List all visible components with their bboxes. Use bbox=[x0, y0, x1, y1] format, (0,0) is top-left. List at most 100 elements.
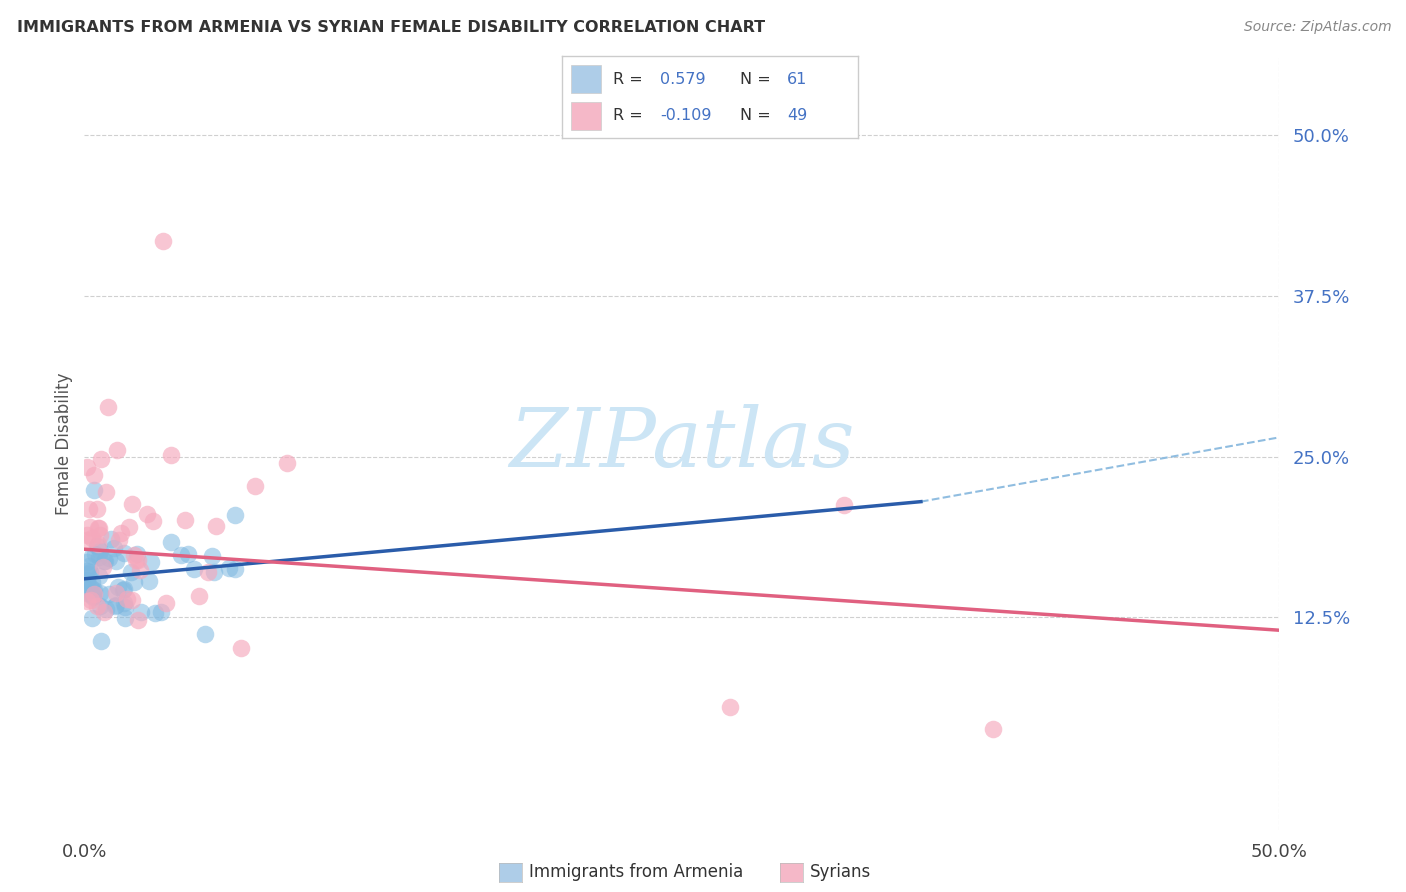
Point bbox=[79, 566, 101, 580]
Point bbox=[89, 549, 111, 564]
Point bbox=[197, 565, 219, 579]
Point bbox=[718, 700, 741, 714]
Point bbox=[135, 507, 157, 521]
FancyBboxPatch shape bbox=[571, 65, 600, 93]
Point bbox=[83, 483, 105, 497]
Point bbox=[104, 554, 127, 568]
Point bbox=[86, 502, 108, 516]
Point bbox=[834, 499, 856, 513]
Point bbox=[120, 565, 142, 579]
Text: Immigrants from Armenia: Immigrants from Armenia bbox=[529, 863, 742, 881]
Point bbox=[122, 574, 145, 589]
Point bbox=[82, 589, 104, 603]
Point bbox=[87, 537, 110, 551]
Point bbox=[201, 549, 224, 564]
Point bbox=[218, 561, 240, 575]
Point bbox=[77, 502, 100, 516]
Point bbox=[89, 585, 111, 599]
Point bbox=[90, 634, 112, 648]
Point bbox=[80, 582, 103, 596]
Point bbox=[194, 626, 217, 640]
Point bbox=[121, 593, 143, 607]
Point bbox=[104, 599, 127, 614]
Point bbox=[76, 555, 98, 569]
Text: R =: R = bbox=[613, 108, 643, 123]
Point bbox=[93, 605, 115, 619]
Point bbox=[112, 596, 135, 610]
Point bbox=[76, 582, 98, 596]
Point bbox=[107, 580, 129, 594]
Point bbox=[224, 562, 246, 576]
Text: ZIPatlas: ZIPatlas bbox=[509, 404, 855, 483]
Point bbox=[155, 596, 177, 610]
Point bbox=[89, 599, 111, 614]
Point bbox=[79, 520, 101, 534]
Point bbox=[129, 563, 152, 577]
Point bbox=[105, 586, 128, 600]
Point bbox=[170, 548, 193, 562]
Point bbox=[176, 547, 198, 561]
Point bbox=[118, 520, 141, 534]
Point bbox=[183, 562, 205, 576]
Text: R =: R = bbox=[613, 71, 643, 87]
Point bbox=[145, 606, 167, 620]
Point bbox=[80, 575, 103, 590]
Point bbox=[115, 592, 138, 607]
Point bbox=[83, 547, 105, 561]
Point bbox=[82, 591, 104, 605]
Point bbox=[93, 553, 115, 567]
Point bbox=[981, 723, 1004, 737]
Point bbox=[93, 554, 115, 568]
Point bbox=[173, 513, 195, 527]
Point bbox=[80, 531, 103, 545]
Point bbox=[80, 611, 103, 625]
Point bbox=[97, 401, 120, 415]
Point bbox=[224, 508, 246, 523]
Text: IMMIGRANTS FROM ARMENIA VS SYRIAN FEMALE DISABILITY CORRELATION CHART: IMMIGRANTS FROM ARMENIA VS SYRIAN FEMALE… bbox=[17, 20, 765, 35]
Point bbox=[89, 569, 111, 583]
Point bbox=[121, 497, 143, 511]
FancyBboxPatch shape bbox=[571, 103, 600, 130]
Point bbox=[80, 592, 103, 607]
Point bbox=[105, 443, 128, 458]
Text: Source: ZipAtlas.com: Source: ZipAtlas.com bbox=[1244, 20, 1392, 34]
Point bbox=[76, 564, 98, 578]
Point bbox=[139, 555, 162, 569]
Point bbox=[125, 553, 148, 567]
Point bbox=[100, 532, 122, 546]
Point bbox=[77, 558, 100, 573]
Text: 61: 61 bbox=[787, 71, 807, 87]
Point bbox=[142, 514, 165, 528]
Text: N =: N = bbox=[740, 108, 770, 123]
Point bbox=[159, 448, 181, 462]
Point bbox=[98, 587, 121, 601]
Point bbox=[122, 548, 145, 562]
Point bbox=[205, 519, 228, 533]
Point bbox=[89, 543, 111, 558]
Point bbox=[127, 613, 149, 627]
Point bbox=[76, 574, 98, 589]
Point bbox=[107, 533, 129, 547]
Text: 0.579: 0.579 bbox=[659, 71, 706, 87]
Point bbox=[127, 547, 149, 561]
Point bbox=[83, 583, 105, 598]
Text: N =: N = bbox=[740, 71, 770, 87]
Point bbox=[86, 521, 108, 535]
Point bbox=[231, 641, 253, 656]
Point bbox=[76, 528, 98, 542]
Point bbox=[187, 589, 209, 603]
Point bbox=[129, 605, 152, 619]
Point bbox=[103, 541, 125, 555]
Point bbox=[112, 582, 135, 597]
Point bbox=[97, 551, 120, 566]
Point bbox=[83, 587, 105, 601]
Point bbox=[77, 567, 100, 582]
Point bbox=[160, 534, 183, 549]
Point bbox=[243, 479, 266, 493]
Point bbox=[276, 456, 298, 470]
Point bbox=[114, 600, 136, 615]
Point bbox=[138, 574, 160, 588]
Point bbox=[127, 553, 149, 567]
Point bbox=[96, 484, 118, 499]
Point bbox=[76, 459, 98, 474]
